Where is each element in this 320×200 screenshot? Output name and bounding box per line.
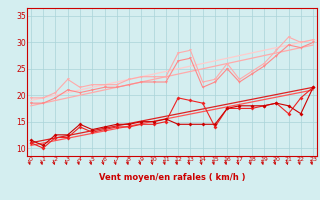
X-axis label: Vent moyen/en rafales ( km/h ): Vent moyen/en rafales ( km/h ) xyxy=(99,173,245,182)
